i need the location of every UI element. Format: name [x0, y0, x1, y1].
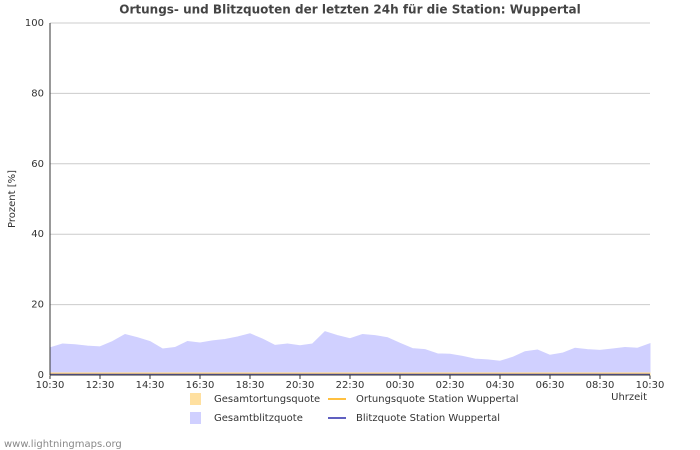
- x-tick-label: 20:30: [286, 380, 315, 391]
- x-axis-label: Uhrzeit: [611, 392, 647, 403]
- y-tick-label: 80: [31, 88, 44, 99]
- legend: Gesamtblitzquote Gesamtortungsquote Ortung…: [190, 393, 519, 424]
- footer: www.lightningmaps.org: [4, 439, 122, 450]
- x-tick-label: 04:30: [486, 380, 515, 391]
- legend-label: Blitzquote Station Wuppertal: [356, 413, 500, 424]
- legend-swatch: [190, 412, 201, 424]
- y-tick-label: 40: [31, 229, 44, 240]
- legend-label: Ortungsquote Station Wuppertal: [356, 394, 519, 405]
- y-axis-label: Prozent [%]: [7, 170, 18, 228]
- x-tick-label: 00:30: [386, 380, 415, 391]
- x-tick-label: 08:30: [586, 380, 615, 391]
- x-tick-label: 12:30: [86, 380, 115, 391]
- x-tick-label: 10:30: [36, 380, 65, 391]
- x-tick-label: 14:30: [136, 380, 165, 391]
- legend-label: Gesamtblitzquote: [214, 413, 303, 424]
- y-tick-label: 20: [31, 300, 44, 311]
- plot: 0 20 40 60 80 100 10:30 12:30 14:30 16:30 18:30 20:…: [25, 18, 665, 391]
- x-tick-label: 16:30: [186, 380, 215, 391]
- x-tick-label: 18:30: [236, 380, 265, 391]
- x-tick-label: 02:30: [436, 380, 465, 391]
- x-tick-label: 10:30: [636, 380, 665, 391]
- chart-title: Ortungs- und Blitzquoten der letzten 24h…: [119, 3, 581, 17]
- legend-label: Gesamtortungsquote: [214, 394, 320, 405]
- x-tick-label: 06:30: [536, 380, 565, 391]
- x-tick-label: 22:30: [336, 380, 365, 391]
- y-tick-label: 0: [38, 370, 44, 381]
- y-tick-label: 100: [25, 18, 44, 29]
- area: [49, 331, 651, 376]
- legend-swatch: [190, 393, 201, 405]
- y-tick-label: 60: [31, 159, 44, 170]
